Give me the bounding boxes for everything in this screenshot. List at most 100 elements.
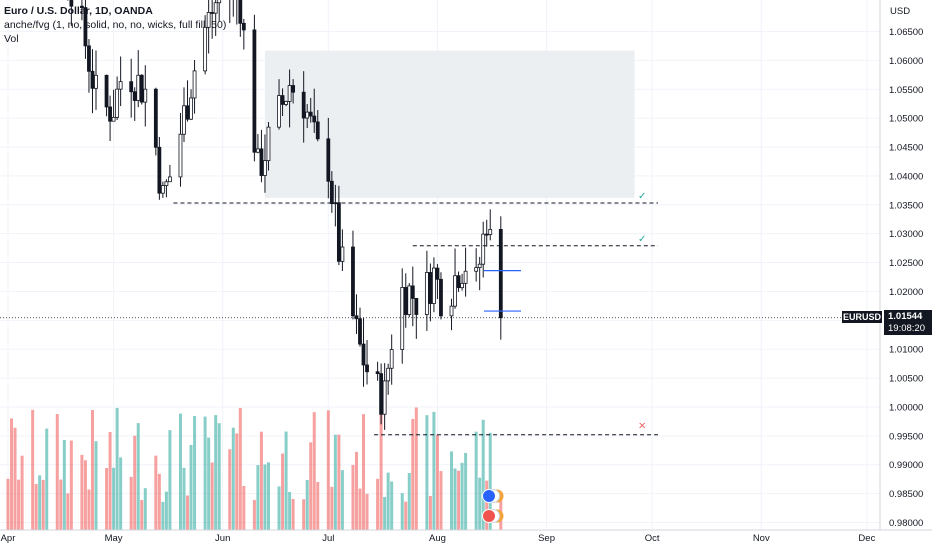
candle-body — [189, 97, 193, 120]
volume-bar — [439, 471, 443, 530]
candle-body — [115, 88, 120, 118]
volume-bar — [62, 439, 66, 530]
volume-bar — [365, 493, 369, 530]
volume-bar — [10, 418, 14, 530]
volume-bar — [55, 414, 59, 530]
volume-bar — [340, 470, 344, 530]
candle-body — [484, 233, 489, 236]
volume-bar — [488, 432, 492, 530]
candle-body — [287, 85, 292, 102]
volume-bar — [186, 495, 190, 530]
time-tick: Dec — [858, 533, 875, 544]
volume-bar — [277, 486, 281, 530]
volume-histogram — [6, 407, 503, 530]
candle-body — [432, 267, 436, 304]
event-flag-icon[interactable] — [482, 509, 504, 523]
volume-bar — [316, 482, 320, 530]
candle-body — [410, 285, 415, 299]
volume-bar — [140, 500, 144, 530]
volume-bar — [129, 476, 133, 530]
price-axis[interactable]: 1.06500 1.06000 1.05500 1.05000 1.04500 1.040… — [879, 0, 923, 530]
candle-body — [305, 111, 310, 119]
price-tick: 0.99500 — [889, 431, 923, 442]
volume-bar — [38, 475, 42, 530]
volume-bar — [485, 480, 489, 530]
fvg-levels: ✓ ✓ × — [0, 191, 880, 436]
time-tick: Nov — [753, 533, 770, 544]
candle-body — [389, 349, 394, 369]
candle-body — [168, 176, 172, 183]
volume-bar — [154, 455, 158, 530]
volume-bar — [90, 410, 94, 530]
candle-body — [351, 246, 355, 317]
candle-body — [291, 85, 296, 93]
candle-body — [80, 5, 84, 8]
volume-bar — [379, 409, 383, 530]
chart-legend: Euro / U.S. Dollar, 1D, OANDA anche/fvg … — [4, 4, 226, 46]
candle-body — [277, 95, 281, 128]
price-tick: 1.06000 — [889, 56, 923, 67]
candle-body — [308, 111, 313, 117]
volume-bar — [288, 492, 292, 530]
candle-body — [460, 282, 464, 289]
time-tick: Sep — [538, 533, 555, 544]
price-tick: 1.02500 — [889, 258, 923, 269]
candle-body — [94, 74, 98, 89]
volume-bar — [333, 434, 337, 530]
volume-bar — [143, 488, 147, 530]
price-tick: 1.01000 — [889, 345, 923, 356]
event-flag-icon[interactable] — [482, 489, 504, 503]
candle-body — [69, 0, 74, 7]
candle-body — [203, 26, 208, 72]
volume-bar — [252, 499, 256, 530]
volume-bar — [450, 451, 454, 530]
candle-body — [456, 275, 461, 289]
currency-label[interactable]: USD — [890, 6, 911, 17]
volume-bar — [386, 472, 390, 530]
volume-bar — [182, 467, 186, 530]
candle-body — [326, 138, 331, 182]
volume-bar — [337, 434, 341, 530]
candle-body — [435, 267, 440, 280]
price-tick: 0.98000 — [889, 518, 923, 529]
symbol-title[interactable]: Euro / U.S. Dollar, 1D, OANDA — [4, 5, 153, 17]
volume-bar — [376, 478, 380, 530]
volume-bar — [390, 481, 394, 530]
last-price: 1.01544 — [888, 311, 923, 322]
volume-bar — [428, 496, 432, 530]
time-tick: Aug — [429, 533, 446, 544]
volume-bar — [238, 407, 242, 530]
volume-bar — [354, 451, 358, 530]
candle-body — [407, 285, 412, 315]
candle-body — [361, 343, 366, 366]
time-tick: Apr — [1, 533, 16, 544]
candle-body — [358, 318, 362, 345]
volume-bar — [45, 428, 49, 530]
volume-bar — [383, 497, 387, 530]
candle-body — [498, 228, 503, 319]
candle-body — [263, 160, 267, 176]
volume-bar — [330, 486, 334, 530]
volume-label[interactable]: Vol — [4, 33, 19, 45]
candle-body — [414, 298, 419, 315]
candle-body — [210, 12, 215, 14]
time-tick: Jul — [322, 533, 334, 544]
volume-bar — [161, 501, 165, 530]
indicator-label[interactable]: anche/fvg (1, no, solid, no, no, wicks, … — [4, 19, 227, 31]
candle-body — [312, 115, 317, 123]
candle-body — [118, 81, 123, 90]
time-axis[interactable]: Apr May Jun Jul Aug Sep Oct Nov Dec — [0, 529, 932, 544]
candle-body — [83, 7, 88, 47]
volume-bar — [411, 418, 415, 530]
candle-body — [241, 22, 246, 31]
volume-bar — [59, 479, 63, 530]
candle-body — [206, 12, 211, 28]
volume-bar — [326, 410, 330, 530]
economic-event-icons[interactable] — [482, 489, 504, 523]
candle-body — [400, 287, 405, 350]
volume-bar — [256, 465, 260, 530]
volume-bar — [207, 437, 211, 530]
volume-bar — [425, 415, 429, 530]
candle-body — [132, 91, 137, 101]
